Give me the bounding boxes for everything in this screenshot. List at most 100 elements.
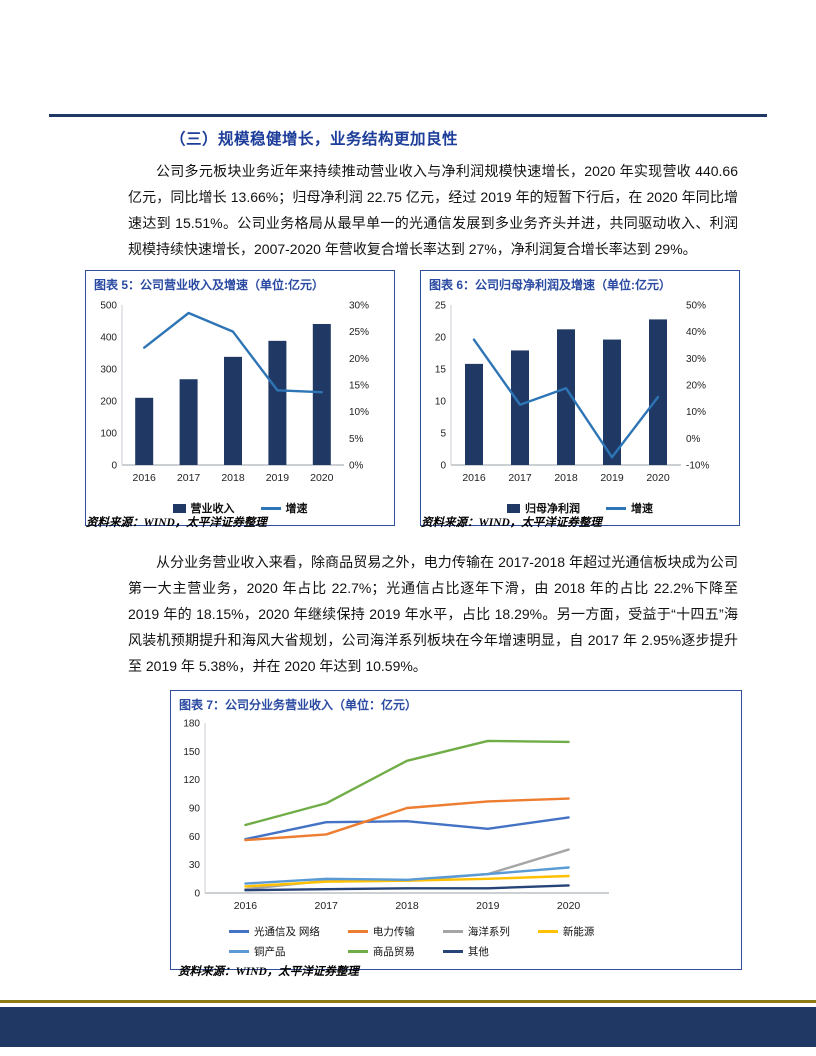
chart5-source-note: 资料来源：WIND，太平洋证券整理 bbox=[86, 517, 267, 529]
svg-text:2019: 2019 bbox=[476, 900, 500, 912]
legend-line-marker bbox=[537, 930, 558, 933]
body-paragraph-2: 从分业务营业收入来看，除商品贸易之外，电力传输在 2017-2018 年超过光通… bbox=[128, 554, 738, 674]
legend-label: 新能源 bbox=[562, 926, 595, 938]
revenue-chart-box: 图表 5：公司营业收入及增速（单位:亿元） 0 100 200 300 400 500 0%… bbox=[85, 270, 395, 526]
svg-text:400: 400 bbox=[100, 333, 117, 344]
svg-text:30%: 30% bbox=[349, 301, 369, 312]
svg-text:2016: 2016 bbox=[462, 472, 486, 484]
svg-text:25: 25 bbox=[435, 301, 447, 312]
legend-label: 其他 bbox=[467, 946, 489, 958]
segment-revenue-chart: 0 30 60 90 120 150 180 2016 2017 2018 2019 2020 bbox=[183, 719, 609, 912]
footer-gold-rule bbox=[0, 1000, 816, 1003]
legend-label: 光通信及 网络 bbox=[254, 926, 320, 938]
svg-text:5%: 5% bbox=[349, 434, 364, 445]
svg-text:2020: 2020 bbox=[310, 472, 334, 484]
svg-text:2019: 2019 bbox=[600, 472, 624, 484]
legend-bar-marker bbox=[507, 503, 520, 513]
line-series bbox=[244, 866, 570, 885]
svg-text:30: 30 bbox=[189, 860, 201, 871]
svg-text:40%: 40% bbox=[686, 327, 706, 338]
svg-text:0%: 0% bbox=[686, 434, 701, 445]
line-series bbox=[244, 884, 570, 892]
svg-text:2016: 2016 bbox=[234, 900, 258, 912]
svg-text:0: 0 bbox=[440, 461, 446, 472]
legend-label: 海洋系列 bbox=[467, 926, 510, 938]
svg-text:15%: 15% bbox=[349, 381, 369, 392]
x-axis-labels: 2016 2017 2018 2019 2020 bbox=[234, 900, 581, 912]
svg-text:150: 150 bbox=[183, 747, 200, 758]
svg-text:2017: 2017 bbox=[177, 472, 201, 484]
legend-label: 营业收入 bbox=[190, 503, 235, 515]
svg-text:10%: 10% bbox=[686, 407, 706, 418]
chart5-title: 图表 5：公司营业收入及增速（单位:亿元） bbox=[94, 278, 325, 292]
chart7-legend: 光通信及 网络 电力传输 海洋系列 新能源铜产品 商品贸易 其他 bbox=[171, 920, 741, 969]
legend-item: 归母净利润 bbox=[507, 500, 580, 516]
svg-text:0: 0 bbox=[194, 889, 200, 900]
axis-labels: 0 30 60 90 120 150 180 bbox=[183, 719, 200, 900]
svg-text:50%: 50% bbox=[686, 301, 706, 312]
svg-text:200: 200 bbox=[100, 397, 117, 408]
line-series bbox=[472, 338, 660, 459]
line-series bbox=[244, 797, 570, 842]
svg-text:100: 100 bbox=[100, 429, 117, 440]
legend-label: 铜产品 bbox=[254, 946, 286, 958]
axis-labels: 0 100 200 300 400 500 0% 5% 10% 15% 20% 25% 30% bbox=[100, 301, 369, 472]
svg-text:2017: 2017 bbox=[315, 900, 339, 912]
legend-line-marker bbox=[229, 950, 249, 953]
footer-navy-band bbox=[0, 1007, 816, 1047]
svg-text:2019: 2019 bbox=[266, 472, 290, 484]
svg-text:20%: 20% bbox=[686, 381, 706, 392]
svg-text:30%: 30% bbox=[686, 354, 706, 365]
axis-labels: 0 5 10 15 20 25 -10% 0% 10% 20% 30% 40% 50% bbox=[435, 301, 710, 472]
svg-text:2017: 2017 bbox=[508, 472, 532, 484]
svg-text:10: 10 bbox=[435, 397, 447, 408]
svg-text:120: 120 bbox=[183, 775, 200, 786]
legend-line-marker bbox=[442, 930, 463, 933]
legend-item: 铜产品 bbox=[229, 944, 320, 959]
legend-line-marker bbox=[229, 930, 249, 933]
svg-text:2018: 2018 bbox=[554, 472, 578, 484]
chart7-source-note: 资料来源：WIND，太平洋证券整理 bbox=[178, 966, 359, 978]
segment-revenue-chart-box: 图表 7：公司分业务营业收入（单位：亿元） 0 30 60 90 120 150 180 20… bbox=[170, 690, 742, 970]
svg-text:2016: 2016 bbox=[133, 472, 157, 484]
svg-text:2020: 2020 bbox=[646, 472, 670, 484]
svg-text:15: 15 bbox=[435, 365, 447, 376]
legend-line-marker bbox=[442, 950, 463, 953]
chart5-legend: 营业收入 增速 bbox=[86, 498, 394, 525]
chart6-title: 图表 6：公司归母净利润及增速（单位:亿元） bbox=[429, 278, 672, 292]
svg-text:0%: 0% bbox=[349, 461, 364, 472]
legend-label: 增速 bbox=[631, 503, 653, 515]
legend-label: 增速 bbox=[285, 503, 308, 515]
svg-text:25%: 25% bbox=[349, 327, 369, 338]
legend-item: 增速 bbox=[606, 500, 653, 516]
bar-series bbox=[135, 323, 331, 465]
legend-line-marker bbox=[260, 506, 281, 510]
legend-label: 电力传输 bbox=[372, 926, 415, 938]
body-paragraph-1: 公司多元板块业务近年来持续推动营业收入与净利润规模快速增长，2020 年实现营收… bbox=[128, 163, 738, 257]
legend-item: 营业收入 bbox=[172, 500, 235, 516]
legend-item: 其他 bbox=[442, 944, 510, 959]
legend-line-marker bbox=[347, 950, 368, 953]
x-axis-labels: 2016 2017 2018 2019 2020 bbox=[133, 472, 334, 484]
legend-item: 光通信及 网络 bbox=[229, 924, 320, 939]
line-series bbox=[143, 311, 324, 394]
x-axis-labels: 2016 2017 2018 2019 2020 bbox=[462, 472, 670, 484]
section-heading: （三）规模稳健增长，业务结构更加良性 bbox=[170, 131, 459, 148]
svg-text:2020: 2020 bbox=[557, 900, 581, 912]
legend-label: 归母净利润 bbox=[525, 503, 580, 515]
svg-text:20: 20 bbox=[435, 333, 447, 344]
svg-text:2018: 2018 bbox=[395, 900, 419, 912]
svg-text:60: 60 bbox=[189, 832, 201, 843]
svg-text:180: 180 bbox=[183, 719, 200, 730]
legend-item: 增速 bbox=[260, 500, 308, 516]
net-profit-chart-box: 图表 6：公司归母净利润及增速（单位:亿元） 0 5 10 15 20 25 -10% 0% 1… bbox=[420, 270, 740, 526]
legend-line-marker bbox=[347, 930, 368, 933]
line-series bbox=[244, 816, 570, 841]
legend-item: 电力传输 bbox=[347, 924, 415, 939]
chart7-title: 图表 7：公司分业务营业收入（单位：亿元） bbox=[179, 698, 418, 712]
chart6-source-note: 资料来源：WIND，太平洋证券整理 bbox=[421, 517, 602, 529]
legend-line-marker bbox=[606, 506, 626, 510]
legend-label: 商品贸易 bbox=[372, 946, 415, 958]
